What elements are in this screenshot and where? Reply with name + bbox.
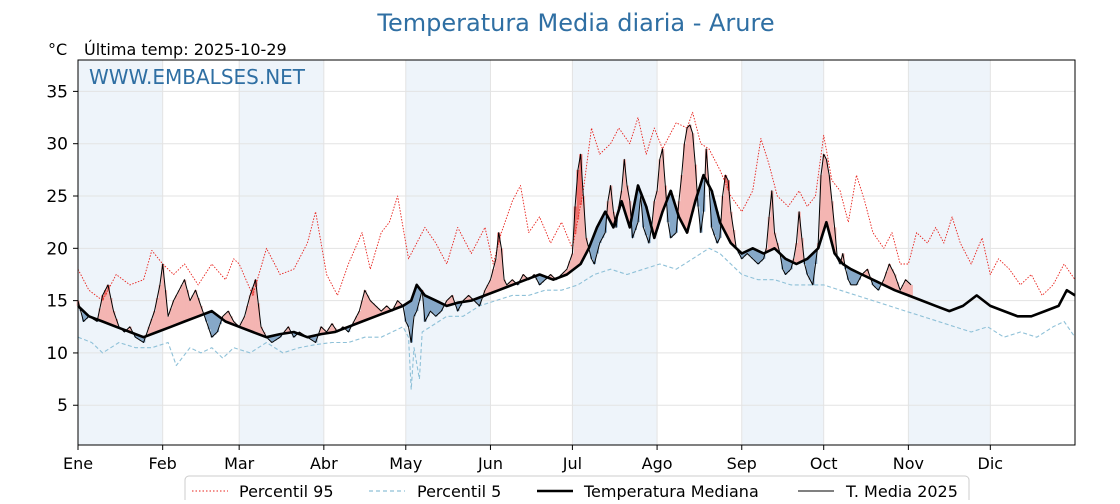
above-median-fill bbox=[112, 311, 115, 326]
above-median-fill bbox=[724, 183, 727, 233]
above-median-fill bbox=[101, 301, 104, 322]
below-median-fill bbox=[434, 301, 437, 317]
below-median-fill bbox=[809, 256, 812, 280]
legend-current-label: T. Media 2025 bbox=[845, 482, 958, 500]
chart-title: Temperatura Media diaria - Arure bbox=[376, 9, 774, 37]
above-median-fill bbox=[907, 282, 910, 295]
above-median-fill bbox=[686, 128, 689, 233]
below-median-fill bbox=[852, 271, 855, 285]
above-median-fill bbox=[369, 301, 372, 319]
below-median-fill bbox=[213, 313, 216, 334]
x-tick-label: Mar bbox=[224, 454, 255, 473]
x-tick-label: Jul bbox=[562, 454, 582, 473]
above-median-fill bbox=[159, 285, 162, 331]
y-tick-label: 20 bbox=[46, 239, 68, 259]
above-median-fill bbox=[189, 301, 192, 320]
above-median-fill bbox=[822, 154, 825, 231]
last-temp-label: Última temp: 2025-10-29 bbox=[84, 40, 287, 59]
watermark: WWW.EMBALSES.NET bbox=[89, 65, 306, 89]
above-median-fill bbox=[688, 125, 691, 222]
x-tick-label: Dic bbox=[978, 454, 1004, 473]
above-median-fill bbox=[191, 295, 194, 318]
above-median-fill bbox=[372, 303, 375, 317]
y-tick-label: 15 bbox=[46, 292, 68, 312]
x-tick-label: Abr bbox=[310, 454, 338, 473]
below-median-fill bbox=[432, 299, 435, 313]
above-median-fill bbox=[577, 220, 580, 267]
above-median-fill bbox=[178, 290, 181, 323]
x-tick-label: Jun bbox=[477, 454, 503, 473]
y-tick-label: 35 bbox=[46, 82, 68, 102]
unit-label: °C bbox=[48, 40, 67, 59]
legend-median-label: Temperatura Mediana bbox=[583, 482, 759, 500]
above-median-fill bbox=[107, 290, 110, 323]
month-shading bbox=[78, 60, 990, 445]
x-tick-label: Feb bbox=[149, 454, 177, 473]
above-median-fill bbox=[104, 295, 107, 322]
above-median-fill bbox=[175, 295, 178, 324]
x-tick-label: Nov bbox=[893, 454, 924, 473]
above-median-fill bbox=[251, 295, 254, 332]
x-tick-label: May bbox=[389, 454, 422, 473]
y-tick-label: 25 bbox=[46, 187, 68, 207]
legend: Percentil 95 Percentil 5 Temperatura Med… bbox=[185, 476, 969, 500]
below-median-fill bbox=[407, 302, 410, 326]
above-median-fill bbox=[366, 295, 369, 319]
y-tick-label: 5 bbox=[57, 396, 68, 416]
month-shade bbox=[78, 60, 163, 445]
above-median-fill bbox=[497, 243, 500, 290]
legend-p5-label: Percentil 5 bbox=[417, 482, 501, 500]
month-shade bbox=[239, 60, 324, 445]
x-tick-label: Ago bbox=[642, 454, 673, 473]
month-shade bbox=[406, 60, 491, 445]
legend-p95-label: Percentil 95 bbox=[239, 482, 334, 500]
y-tick-label: 30 bbox=[46, 135, 68, 155]
month-shade bbox=[908, 60, 990, 445]
x-tick-label: Sep bbox=[727, 454, 757, 473]
x-tick-label: Ene bbox=[63, 454, 93, 473]
x-tick-label: Oct bbox=[810, 454, 838, 473]
y-tick-label: 10 bbox=[46, 344, 68, 364]
above-median-fill bbox=[180, 285, 183, 323]
above-median-fill bbox=[579, 205, 582, 264]
